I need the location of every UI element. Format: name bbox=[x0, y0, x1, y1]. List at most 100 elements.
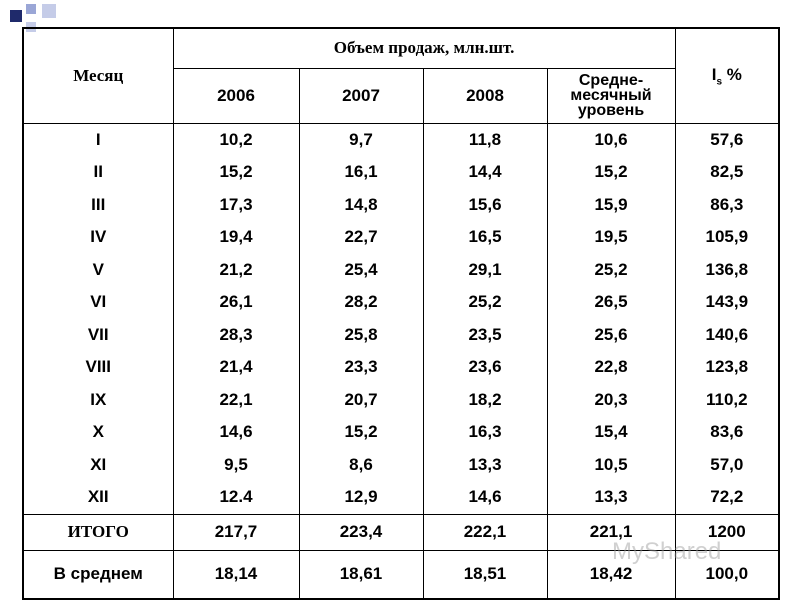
cell: 15,2 bbox=[298, 416, 424, 449]
row-label: XI bbox=[22, 448, 174, 481]
cell: 15,6 bbox=[422, 188, 548, 221]
year: 2006 bbox=[172, 67, 300, 124]
cell: 123,8 bbox=[674, 351, 780, 384]
cell: 16,1 bbox=[298, 156, 424, 189]
cell: 15,2 bbox=[546, 156, 676, 189]
sales-table: Месяц Объем продаж, млн.шт. Is % 2006 20… bbox=[22, 27, 781, 600]
cell: 16,5 bbox=[422, 221, 548, 254]
cell: 21,2 bbox=[172, 253, 300, 286]
cell: 57,0 bbox=[674, 448, 780, 481]
cell: 29,1 bbox=[422, 253, 548, 286]
cell: 25,8 bbox=[298, 318, 424, 351]
table-row: V 21,2 25,4 29,1 25,2 136,8 bbox=[22, 253, 780, 286]
table-row: X 14,6 15,2 16,3 15,4 83,6 bbox=[22, 416, 780, 449]
cell: 23,3 bbox=[298, 351, 424, 384]
cell: 15,9 bbox=[546, 188, 676, 221]
header-cell: Средне-месячный уровень bbox=[546, 67, 676, 124]
index-unit: % bbox=[726, 64, 742, 84]
cell: 28,3 bbox=[172, 318, 300, 351]
table-row: II 15,2 16,1 14,4 15,2 82,5 bbox=[22, 156, 780, 189]
cell: 100,0 bbox=[674, 549, 780, 600]
cell: 1200 bbox=[674, 513, 780, 551]
table-row: VI 26,1 28,2 25,2 26,5 143,9 bbox=[22, 286, 780, 319]
watermark: MyShared bbox=[612, 538, 722, 565]
cell: 105,9 bbox=[674, 221, 780, 254]
cell: 18,61 bbox=[298, 549, 424, 600]
cell: 18,2 bbox=[422, 383, 548, 416]
cell: 20,3 bbox=[546, 383, 676, 416]
cell: 23,5 bbox=[422, 318, 548, 351]
table-row: VII 28,3 25,8 23,5 25,6 140,6 bbox=[22, 318, 780, 351]
cell: 223,4 bbox=[298, 513, 424, 551]
row-label: IV bbox=[22, 221, 174, 254]
cell: 16,3 bbox=[422, 416, 548, 449]
row-label: II bbox=[22, 156, 174, 189]
row-label: I bbox=[22, 122, 174, 156]
cell: 221,1 bbox=[546, 513, 676, 551]
cell: 19,4 bbox=[172, 221, 300, 254]
header-cell: Объем продаж, млн.шт. bbox=[172, 27, 676, 69]
cell: 25,2 bbox=[546, 253, 676, 286]
index-symbol: I bbox=[711, 64, 717, 84]
cell: 13,3 bbox=[546, 481, 676, 514]
cell: 15,2 bbox=[172, 156, 300, 189]
decor bbox=[10, 10, 22, 22]
row-label: VII bbox=[22, 318, 174, 351]
cell: 20,7 bbox=[298, 383, 424, 416]
cell: 26,5 bbox=[546, 286, 676, 319]
year: 2007 bbox=[298, 67, 424, 124]
header-row: Месяц Объем продаж, млн.шт. Is % bbox=[22, 27, 780, 124]
cell: 136,8 bbox=[674, 253, 780, 286]
cell: 82,5 bbox=[674, 156, 780, 189]
cell: 12,9 bbox=[298, 481, 424, 514]
cell: 15,4 bbox=[546, 416, 676, 449]
row-label: IX bbox=[22, 383, 174, 416]
table-row: III 17,3 14,8 15,6 15,9 86,3 bbox=[22, 188, 780, 221]
cell: 222,1 bbox=[422, 513, 548, 551]
decor bbox=[42, 4, 56, 18]
decor bbox=[26, 4, 36, 14]
cell: 25,2 bbox=[422, 286, 548, 319]
year: 2008 bbox=[422, 67, 548, 124]
cell: 217,7 bbox=[172, 513, 300, 551]
cell: 13,3 bbox=[422, 448, 548, 481]
table-row: IV 19,4 22,7 16,5 19,5 105,9 bbox=[22, 221, 780, 254]
row-label: В среднем bbox=[22, 549, 174, 600]
cell: 18,14 bbox=[172, 549, 300, 600]
cell: 18,42 bbox=[546, 549, 676, 600]
row-label: X bbox=[22, 416, 174, 449]
cell: 9,5 bbox=[172, 448, 300, 481]
cell: 72,2 bbox=[674, 481, 780, 514]
table-row: XII 12.4 12,9 14,6 13,3 72,2 bbox=[22, 481, 780, 514]
index-subscript: s bbox=[716, 75, 723, 87]
row-label: V bbox=[22, 253, 174, 286]
cell: 22,7 bbox=[298, 221, 424, 254]
table-row: I 10,2 9,7 11,8 10,6 57,6 bbox=[22, 122, 780, 156]
cell: 22,8 bbox=[546, 351, 676, 384]
cell: 57,6 bbox=[674, 122, 780, 156]
cell: 23,6 bbox=[422, 351, 548, 384]
row-label: VIII bbox=[22, 351, 174, 384]
cell: 25,6 bbox=[546, 318, 676, 351]
cell: 14,6 bbox=[172, 416, 300, 449]
cell: 10,6 bbox=[546, 122, 676, 156]
cell: 9,7 bbox=[298, 122, 424, 156]
cell: 14,6 bbox=[422, 481, 548, 514]
row-label: VI bbox=[22, 286, 174, 319]
row-label: ИТОГО bbox=[22, 513, 174, 551]
cell: 110,2 bbox=[674, 383, 780, 416]
cell: 83,6 bbox=[674, 416, 780, 449]
cell: 22,1 bbox=[172, 383, 300, 416]
header-cell: Is % bbox=[674, 27, 780, 124]
table-body: Месяц Объем продаж, млн.шт. Is % 2006 20… bbox=[22, 27, 780, 600]
cell: 26,1 bbox=[172, 286, 300, 319]
cell: 19,5 bbox=[546, 221, 676, 254]
table-row: VIII 21,4 23,3 23,6 22,8 123,8 bbox=[22, 351, 780, 384]
header-cell: Месяц bbox=[22, 27, 174, 124]
cell: 18,51 bbox=[422, 549, 548, 600]
header-row: 2006 2007 2008 Средне-месячный уровень bbox=[23, 67, 779, 124]
cell: 12.4 bbox=[172, 481, 300, 514]
row-label: XII bbox=[22, 481, 174, 514]
cell: 21,4 bbox=[172, 351, 300, 384]
